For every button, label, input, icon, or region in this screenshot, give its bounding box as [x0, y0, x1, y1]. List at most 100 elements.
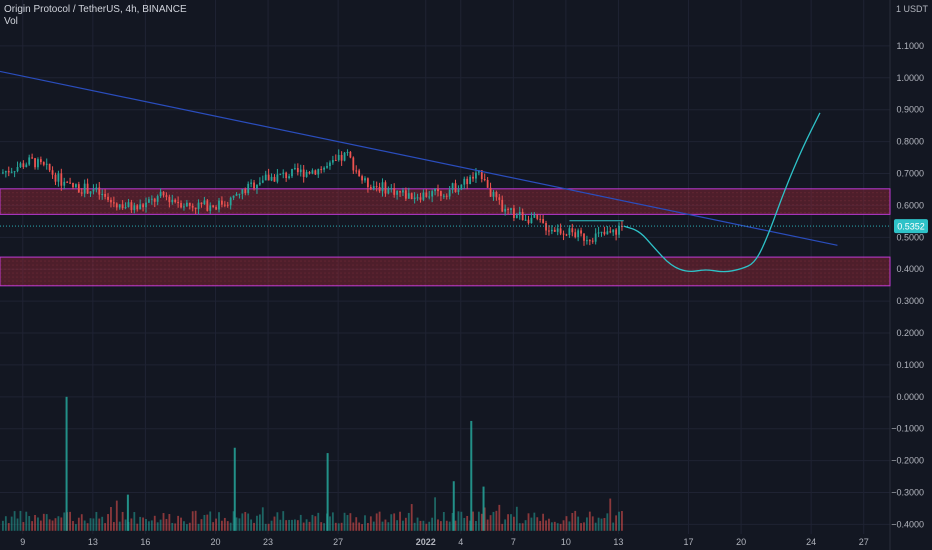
- candle-body: [110, 199, 112, 203]
- candle-body: [556, 228, 559, 232]
- volume-bars: [2, 396, 623, 531]
- volume-bar: [387, 522, 390, 531]
- candle-body: [486, 179, 489, 188]
- candle-body: [22, 163, 25, 168]
- volume-bar: [83, 520, 86, 531]
- candle-body: [92, 189, 95, 192]
- volume-bar: [156, 522, 159, 531]
- candle-body: [352, 157, 355, 171]
- volume-bar: [404, 517, 407, 531]
- x-tick-label: 10: [561, 537, 571, 547]
- volume-bar: [536, 517, 539, 531]
- volume-bar: [150, 520, 153, 531]
- volume-bar: [486, 519, 489, 531]
- volume-bar: [270, 520, 273, 531]
- candle-body: [156, 196, 159, 202]
- candle-body: [63, 181, 66, 186]
- candle-body: [536, 214, 539, 219]
- volume-bar: [609, 498, 612, 531]
- candle-body: [419, 197, 422, 200]
- candle-body: [472, 176, 474, 179]
- volume-bar: [565, 516, 568, 531]
- y-tick-label: −0.1000: [891, 424, 924, 434]
- volume-bar: [305, 519, 308, 531]
- x-tick-label: 13: [88, 537, 98, 547]
- candle-body: [594, 233, 597, 242]
- candle-body: [492, 192, 495, 197]
- volume-bar: [130, 518, 133, 531]
- candle-body: [381, 182, 384, 192]
- candle-body: [66, 181, 69, 183]
- candle-body: [442, 195, 445, 197]
- candle-body: [565, 234, 568, 236]
- candle-body: [527, 219, 530, 224]
- volume-bar: [445, 520, 448, 531]
- volume-bar: [588, 511, 591, 531]
- volume-bar: [416, 517, 419, 531]
- candle-body: [343, 152, 346, 161]
- candle-body: [530, 217, 533, 224]
- volume-bar: [437, 519, 439, 531]
- candle-body: [235, 193, 238, 196]
- x-tick-label: 2022: [416, 537, 436, 547]
- candle-body: [434, 188, 436, 192]
- volume-bar: [194, 510, 197, 531]
- volume-bar: [77, 517, 80, 531]
- candle-body: [314, 170, 317, 175]
- volume-bar: [159, 519, 162, 531]
- price-axis[interactable]: 1.1000 1.0000 0.9000 0.8000 0.7000 0.6000 0.50…: [891, 41, 924, 530]
- time-axis[interactable]: 9 13 16 20 23 27 2022 4 7 10 13 17 20 24 27: [20, 537, 868, 547]
- candle-body: [422, 192, 425, 200]
- volume-bar: [110, 507, 112, 531]
- volume-bar: [454, 520, 457, 531]
- candle-body: [369, 187, 372, 190]
- volume-label[interactable]: Vol: [4, 16, 18, 27]
- candle-body: [139, 204, 142, 210]
- candle-body: [162, 191, 165, 196]
- volume-bar: [480, 513, 483, 531]
- candle-body: [317, 169, 320, 175]
- volume-bar: [396, 520, 399, 531]
- candle-body: [568, 228, 571, 235]
- y-tick-label: 1.1000: [896, 41, 924, 51]
- candle-body: [311, 170, 314, 174]
- volume-bar: [524, 520, 527, 531]
- volume-bar: [226, 521, 229, 531]
- candle-body: [165, 195, 168, 197]
- volume-spike: [65, 396, 68, 531]
- candle-body: [545, 223, 547, 231]
- volume-bar: [16, 518, 19, 531]
- volume-bar: [95, 511, 98, 531]
- candle-body: [621, 226, 623, 228]
- volume-bar: [183, 521, 185, 531]
- volume-bar: [413, 522, 416, 531]
- volume-bar: [606, 513, 609, 531]
- candle-body: [524, 219, 527, 221]
- volume-bar: [618, 511, 620, 531]
- volume-bar: [75, 524, 77, 531]
- candle-body: [4, 171, 7, 173]
- volume-bar: [42, 513, 45, 531]
- x-tick-label: 13: [613, 537, 623, 547]
- volume-bar: [10, 516, 13, 531]
- candle-body: [253, 182, 255, 189]
- volume-bar: [136, 523, 139, 531]
- volume-bar: [162, 513, 165, 531]
- volume-bar: [378, 511, 381, 531]
- volume-bar: [375, 513, 378, 531]
- symbol-title[interactable]: Origin Protocol / TetherUS, 4h, BINANCE: [4, 4, 187, 15]
- candle-body: [31, 157, 34, 159]
- candle-body: [194, 207, 197, 210]
- candle-body: [75, 184, 77, 188]
- price-scale-currency[interactable]: 1 USDT: [895, 4, 928, 14]
- candle-body: [495, 192, 498, 198]
- candle-body: [609, 231, 612, 233]
- volume-bar: [112, 522, 115, 531]
- volume-bar: [615, 515, 618, 531]
- volume-bar: [60, 517, 63, 531]
- volume-bar: [372, 521, 375, 531]
- candle-body: [302, 169, 305, 177]
- volume-bar: [229, 522, 232, 531]
- volume-bar: [294, 519, 296, 531]
